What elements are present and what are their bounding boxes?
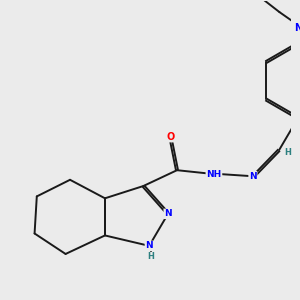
Text: NH: NH <box>206 169 222 178</box>
Text: H: H <box>284 148 291 157</box>
Text: N: N <box>164 209 172 218</box>
Text: N: N <box>294 23 300 33</box>
Text: O: O <box>167 132 175 142</box>
Text: N: N <box>249 172 257 181</box>
Text: H: H <box>148 253 154 262</box>
Text: N: N <box>146 241 153 250</box>
